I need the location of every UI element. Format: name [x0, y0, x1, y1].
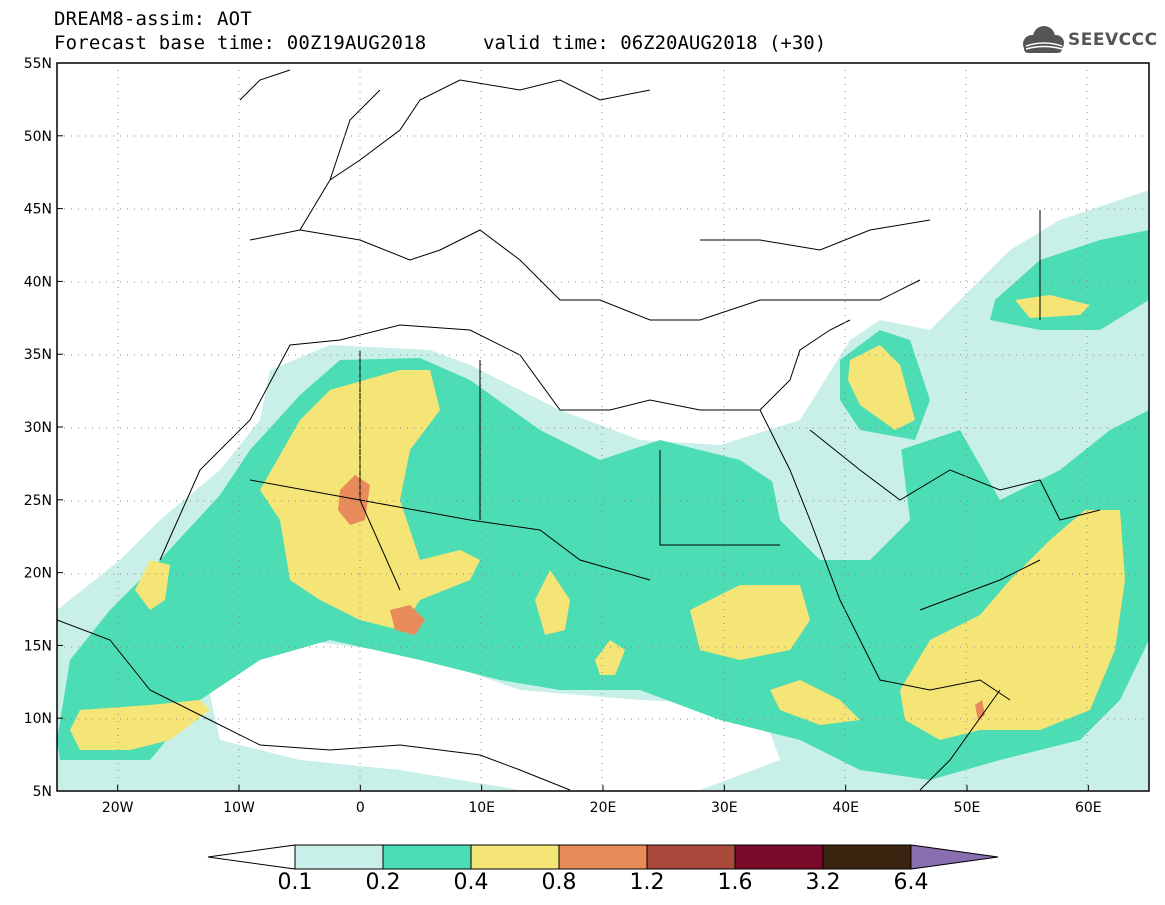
lat-axis: 55N 50N 45N 40N 35N 30N 25N 20N 15N 10N 5N [24, 56, 63, 800]
colorbar-label: 0.1 [277, 870, 313, 895]
aot-band-04-d [535, 570, 570, 635]
lon-label: 40E [832, 800, 859, 816]
lat-label: 40N [24, 274, 52, 290]
colorbar-over-arrow [910, 844, 999, 870]
lat-label: 35N [24, 347, 52, 363]
lon-label: 30E [711, 800, 738, 816]
lon-label: 10E [468, 800, 495, 816]
colorbar-label: 6.4 [893, 870, 929, 895]
aot-band-01-hole2 [770, 430, 910, 560]
lat-label: 30N [24, 420, 52, 436]
aot-band-04-j [595, 640, 625, 675]
lon-label: 60E [1075, 800, 1102, 816]
colorbar-segment [646, 844, 736, 870]
lat-label: 45N [24, 202, 52, 218]
colorbar-under-arrow [207, 844, 296, 870]
lat-label: 25N [24, 493, 52, 509]
colorbar-segment [734, 844, 824, 870]
aot-band-04 [260, 370, 480, 630]
aot-band-04-i [1015, 295, 1090, 318]
aot-band-04-e [690, 585, 810, 660]
lat-label: 10N [24, 711, 52, 727]
coastlines [57, 69, 1101, 791]
title-base-time: Forecast base time: 00Z19AUG2018 [54, 32, 427, 54]
lon-label: 20E [590, 800, 617, 816]
aot-band-04-b [70, 700, 210, 750]
lon-label: 20W [102, 800, 134, 816]
aot-band-08-b [390, 605, 425, 635]
colorbar-segment [470, 844, 560, 870]
lon-label: 50E [954, 800, 981, 816]
colorbar-segment [294, 844, 384, 870]
colorbar-label: 0.8 [541, 870, 577, 895]
title-valid-time: valid time: 06Z20AUG2018 (+30) [483, 32, 827, 54]
lon-label: 10W [223, 800, 255, 816]
colorbar-label: 1.6 [717, 870, 753, 895]
graticule [57, 63, 1149, 791]
colorbar-segment [382, 844, 472, 870]
aot-band-04-c [135, 560, 170, 610]
lat-label: 50N [24, 129, 52, 145]
logo-text: SEEVCCC [1068, 30, 1158, 50]
aot-fill-layer [57, 190, 1149, 790]
aot-band-04-h [770, 680, 860, 725]
aot-band-04-g [900, 510, 1125, 740]
colorbar-label: 1.2 [629, 870, 665, 895]
aot-band-04-f [848, 345, 915, 430]
colorbar-segment [558, 844, 648, 870]
lat-label: 15N [24, 638, 52, 654]
colorbar-label: 0.4 [453, 870, 489, 895]
title-line-1: DREAM8-assim: AOT [54, 8, 252, 30]
lat-label: 20N [24, 566, 52, 582]
colorbar-label: 0.2 [365, 870, 401, 895]
aot-band-08 [338, 475, 370, 525]
colorbar-segment [822, 844, 912, 870]
lat-label: 55N [24, 56, 52, 72]
colorbar [207, 844, 999, 870]
lon-axis: 20W 10W 0 10E 20E 30E 40E 50E 60E [102, 785, 1102, 816]
lat-label: 5N [33, 784, 52, 800]
colorbar-label: 3.2 [805, 870, 841, 895]
aot-band-01-hole [200, 640, 780, 790]
cloud-logo-icon [1023, 26, 1064, 53]
lon-label: 0 [356, 800, 365, 816]
